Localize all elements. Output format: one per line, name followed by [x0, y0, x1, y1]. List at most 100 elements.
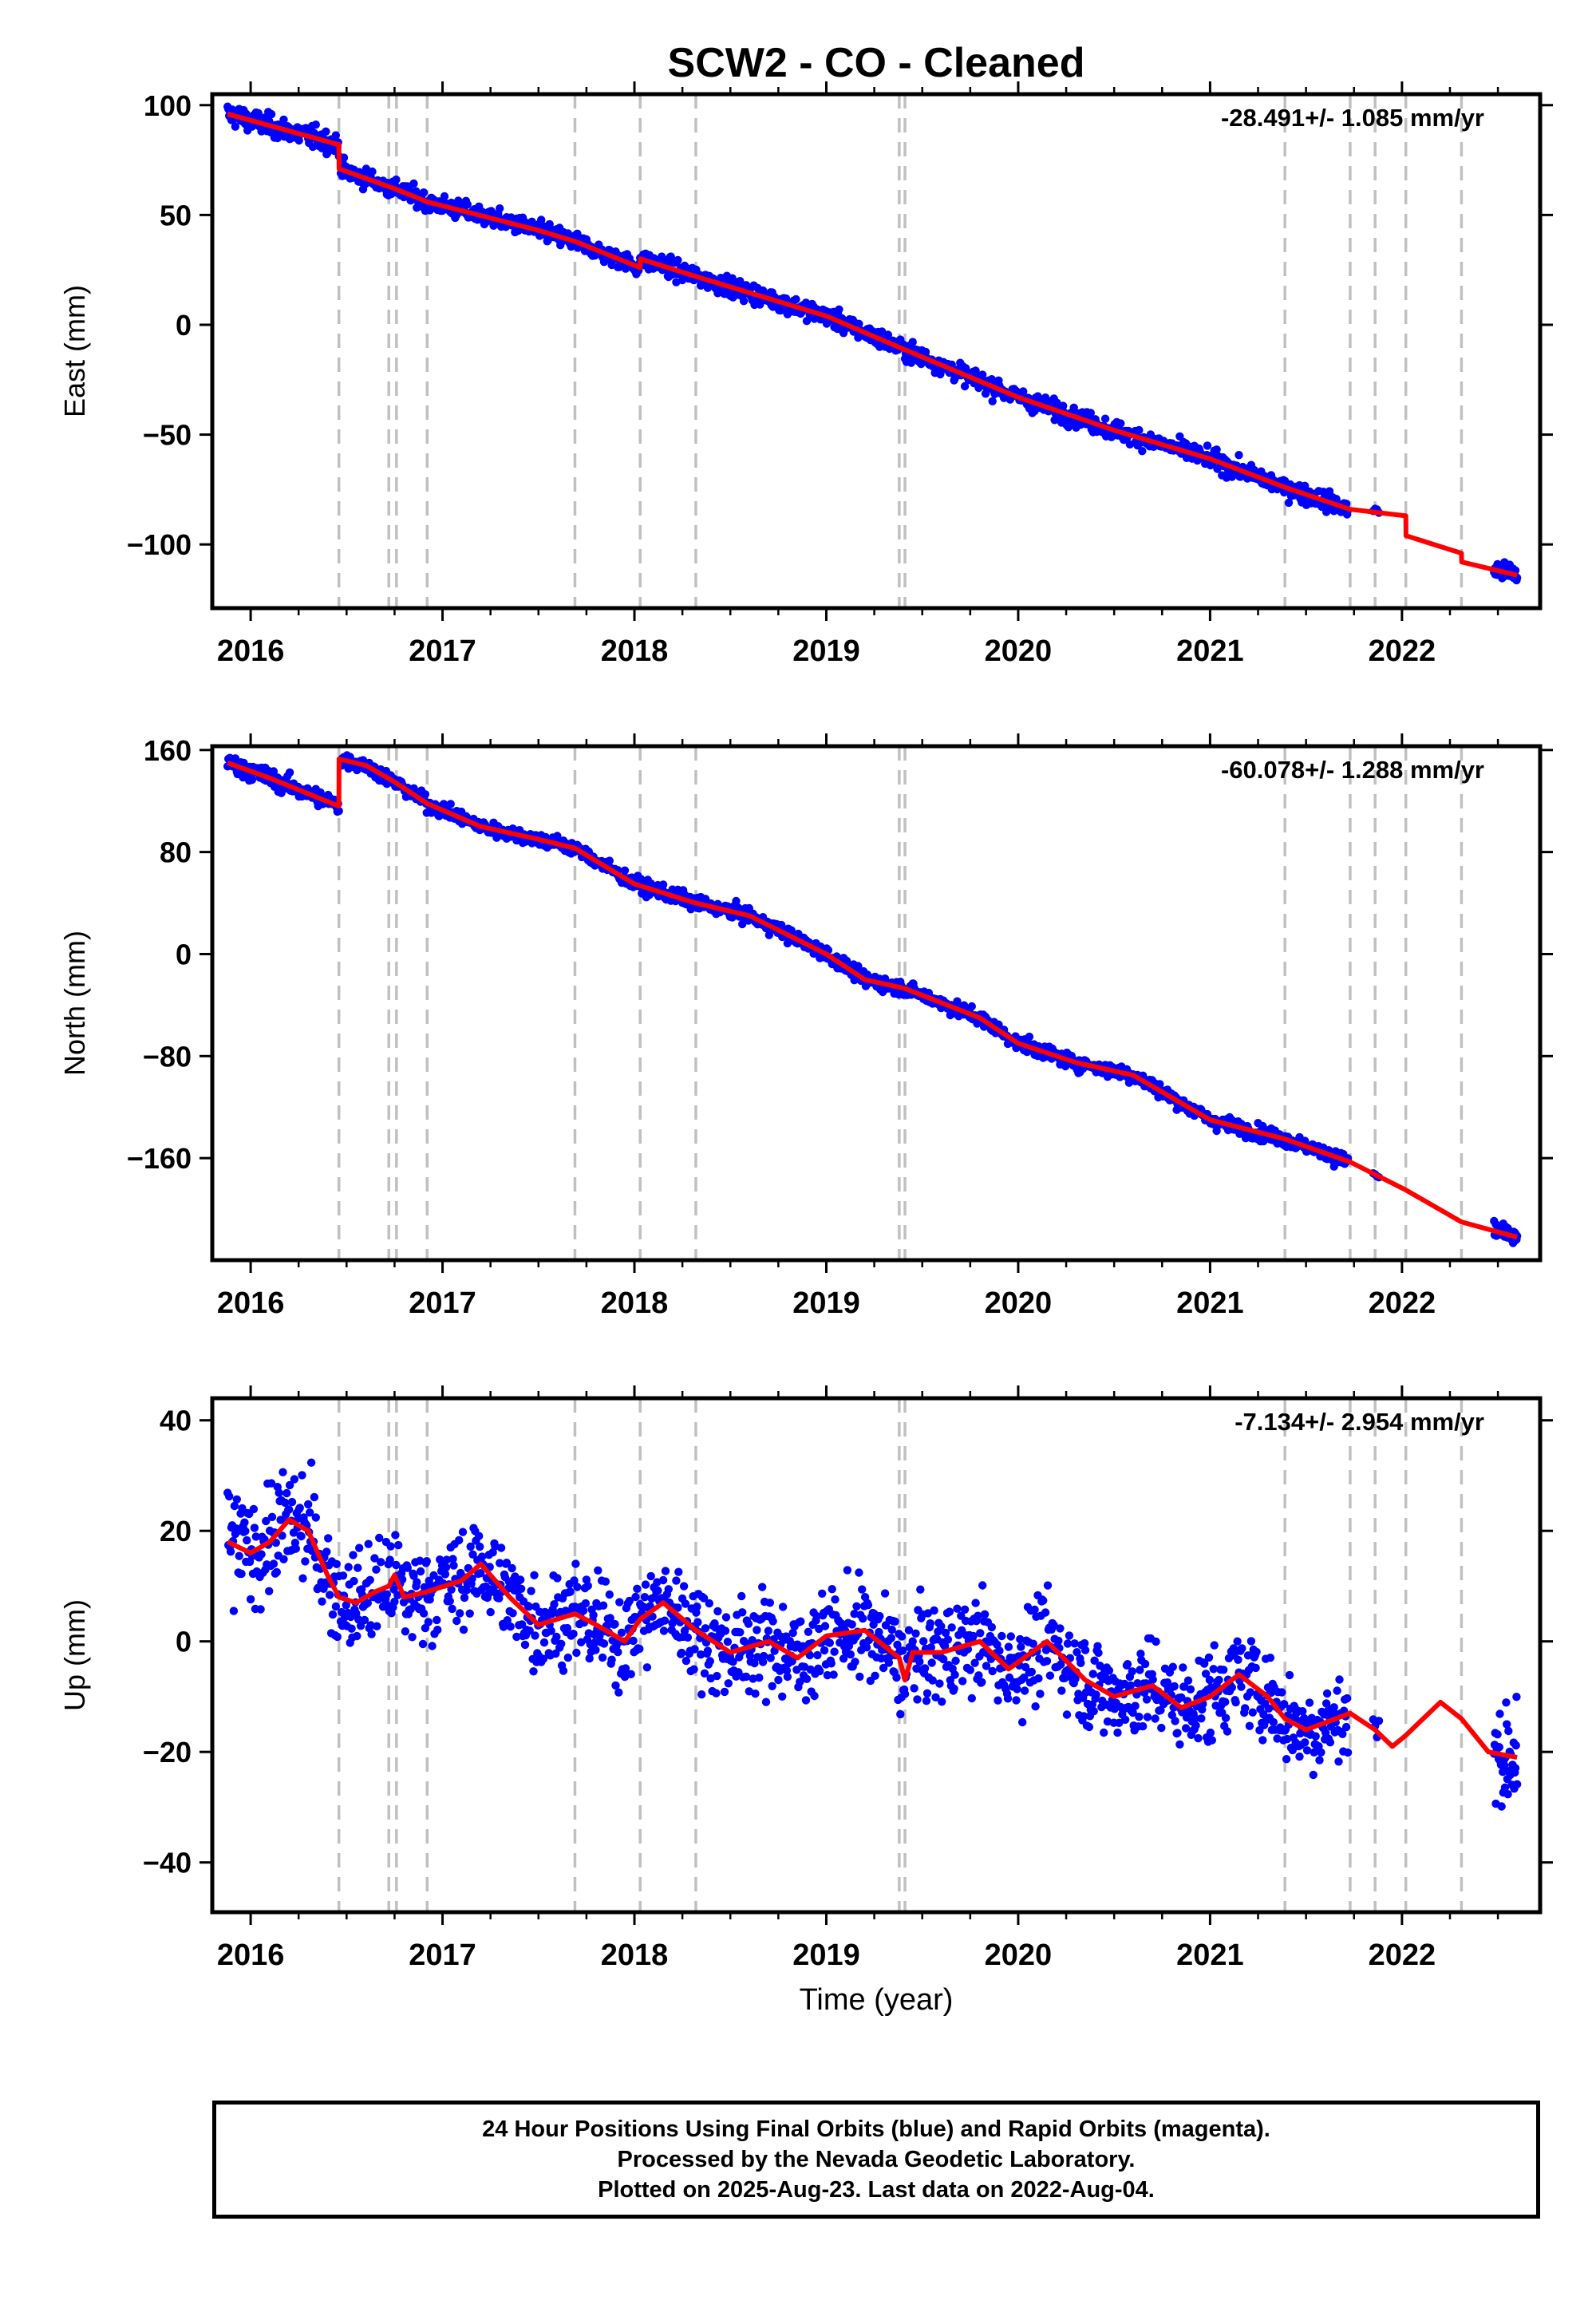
north-x-tick-label: 2020	[985, 1286, 1053, 1320]
up-data-point	[855, 1672, 864, 1682]
up-data-point	[1343, 1748, 1353, 1757]
up-data-point	[539, 1654, 548, 1663]
east-data-point	[1069, 403, 1078, 412]
north-data-point	[247, 775, 257, 785]
up-data-point	[462, 1586, 472, 1595]
up-data-point	[810, 1691, 819, 1701]
east-data-point	[1116, 419, 1125, 428]
up-data-point	[355, 1543, 364, 1552]
footer-line-1: 24 Hour Positions Using Final Orbits (bl…	[482, 2116, 1270, 2142]
up-data-point	[829, 1670, 838, 1679]
up-y-tick-label: −40	[143, 1847, 192, 1879]
up-data-point	[828, 1585, 836, 1594]
up-x-tick-label: 2021	[1176, 1939, 1244, 1972]
east-data-point	[331, 131, 341, 140]
up-data-point	[611, 1681, 620, 1690]
up-data-point	[926, 1619, 935, 1628]
up-data-point	[887, 1634, 896, 1642]
up-data-point	[409, 1571, 418, 1580]
up-data-point	[591, 1638, 599, 1647]
up-data-point	[1090, 1656, 1099, 1665]
up-data-point	[938, 1697, 946, 1706]
up-y-tick-label: 40	[160, 1405, 192, 1437]
up-data-point	[899, 1646, 907, 1655]
up-data-point	[831, 1595, 839, 1604]
east-data-point	[440, 192, 449, 201]
up-data-point	[1309, 1770, 1318, 1780]
up-x-tick-label: 2017	[409, 1939, 476, 1972]
up-data-point	[1136, 1666, 1144, 1674]
up-data-point	[225, 1492, 234, 1501]
east-data-point	[463, 200, 472, 209]
up-data-point	[966, 1666, 975, 1674]
up-data-point	[468, 1574, 476, 1583]
up-data-point	[893, 1640, 902, 1650]
up-data-point	[1126, 1681, 1136, 1690]
up-data-point	[1080, 1646, 1090, 1654]
up-data-point	[720, 1687, 729, 1697]
up-data-point	[1054, 1636, 1063, 1646]
up-data-point	[633, 1584, 642, 1594]
up-data-point	[1493, 1730, 1502, 1739]
up-data-point	[496, 1543, 506, 1552]
up-data-point	[499, 1622, 508, 1631]
up-data-point	[267, 1479, 276, 1488]
up-data-point	[1310, 1748, 1318, 1757]
up-data-point	[233, 1527, 242, 1535]
up-data-point	[524, 1603, 533, 1611]
up-data-point	[818, 1589, 827, 1599]
up-data-point	[741, 1672, 751, 1682]
up-data-point	[855, 1568, 863, 1577]
up-data-point	[939, 1654, 948, 1664]
up-data-point	[1018, 1717, 1027, 1727]
east-data-point	[921, 347, 930, 357]
north-data-point	[1156, 1080, 1164, 1089]
up-x-tick-label: 2022	[1369, 1939, 1436, 1972]
east-x-tick-label: 2018	[601, 634, 669, 668]
up-data-point	[935, 1679, 944, 1688]
up-data-point	[1128, 1708, 1137, 1717]
up-data-point	[737, 1591, 746, 1601]
up-data-point	[788, 1628, 797, 1638]
up-data-point	[1223, 1727, 1232, 1736]
east-data-point	[392, 175, 401, 184]
up-data-point	[433, 1615, 441, 1625]
up-data-point	[705, 1599, 713, 1608]
up-data-point	[967, 1694, 977, 1703]
up-data-point	[517, 1620, 527, 1629]
up-data-point	[678, 1648, 686, 1658]
up-data-point	[788, 1657, 796, 1666]
up-data-point	[267, 1512, 277, 1522]
up-data-point	[679, 1582, 689, 1591]
up-data-point	[366, 1621, 375, 1630]
up-data-point	[237, 1569, 246, 1579]
north-plot-frame	[210, 744, 1543, 1263]
up-data-point	[326, 1591, 334, 1599]
up-data-point	[1186, 1685, 1195, 1694]
up-data-point	[931, 1693, 940, 1701]
up-data-point	[547, 1626, 555, 1635]
up-data-point	[550, 1600, 559, 1609]
up-data-point	[1077, 1658, 1085, 1667]
up-data-point	[508, 1563, 516, 1573]
east-data-point	[1019, 387, 1028, 396]
up-data-point	[1209, 1665, 1218, 1674]
up-data-point	[1100, 1728, 1108, 1737]
up-data-point	[1148, 1675, 1157, 1684]
up-data-point	[672, 1576, 681, 1585]
east-data-point	[1100, 414, 1110, 423]
up-data-point	[920, 1664, 930, 1673]
up-data-point	[937, 1622, 946, 1631]
up-data-point	[1495, 1743, 1504, 1752]
up-data-point	[422, 1557, 431, 1566]
east-data-point	[1135, 425, 1144, 435]
up-data-point	[502, 1559, 512, 1567]
east-rate-label: -28.491+/- 1.085 mm/yr	[1221, 104, 1484, 132]
north-y-tick-label: −160	[127, 1142, 192, 1175]
up-y-tick-label: −20	[143, 1736, 192, 1769]
up-data-point	[721, 1613, 731, 1622]
east-y-tick-label: −50	[143, 419, 192, 452]
up-data-point	[1305, 1698, 1314, 1707]
up-data-point	[642, 1663, 652, 1672]
up-data-point	[579, 1607, 588, 1615]
